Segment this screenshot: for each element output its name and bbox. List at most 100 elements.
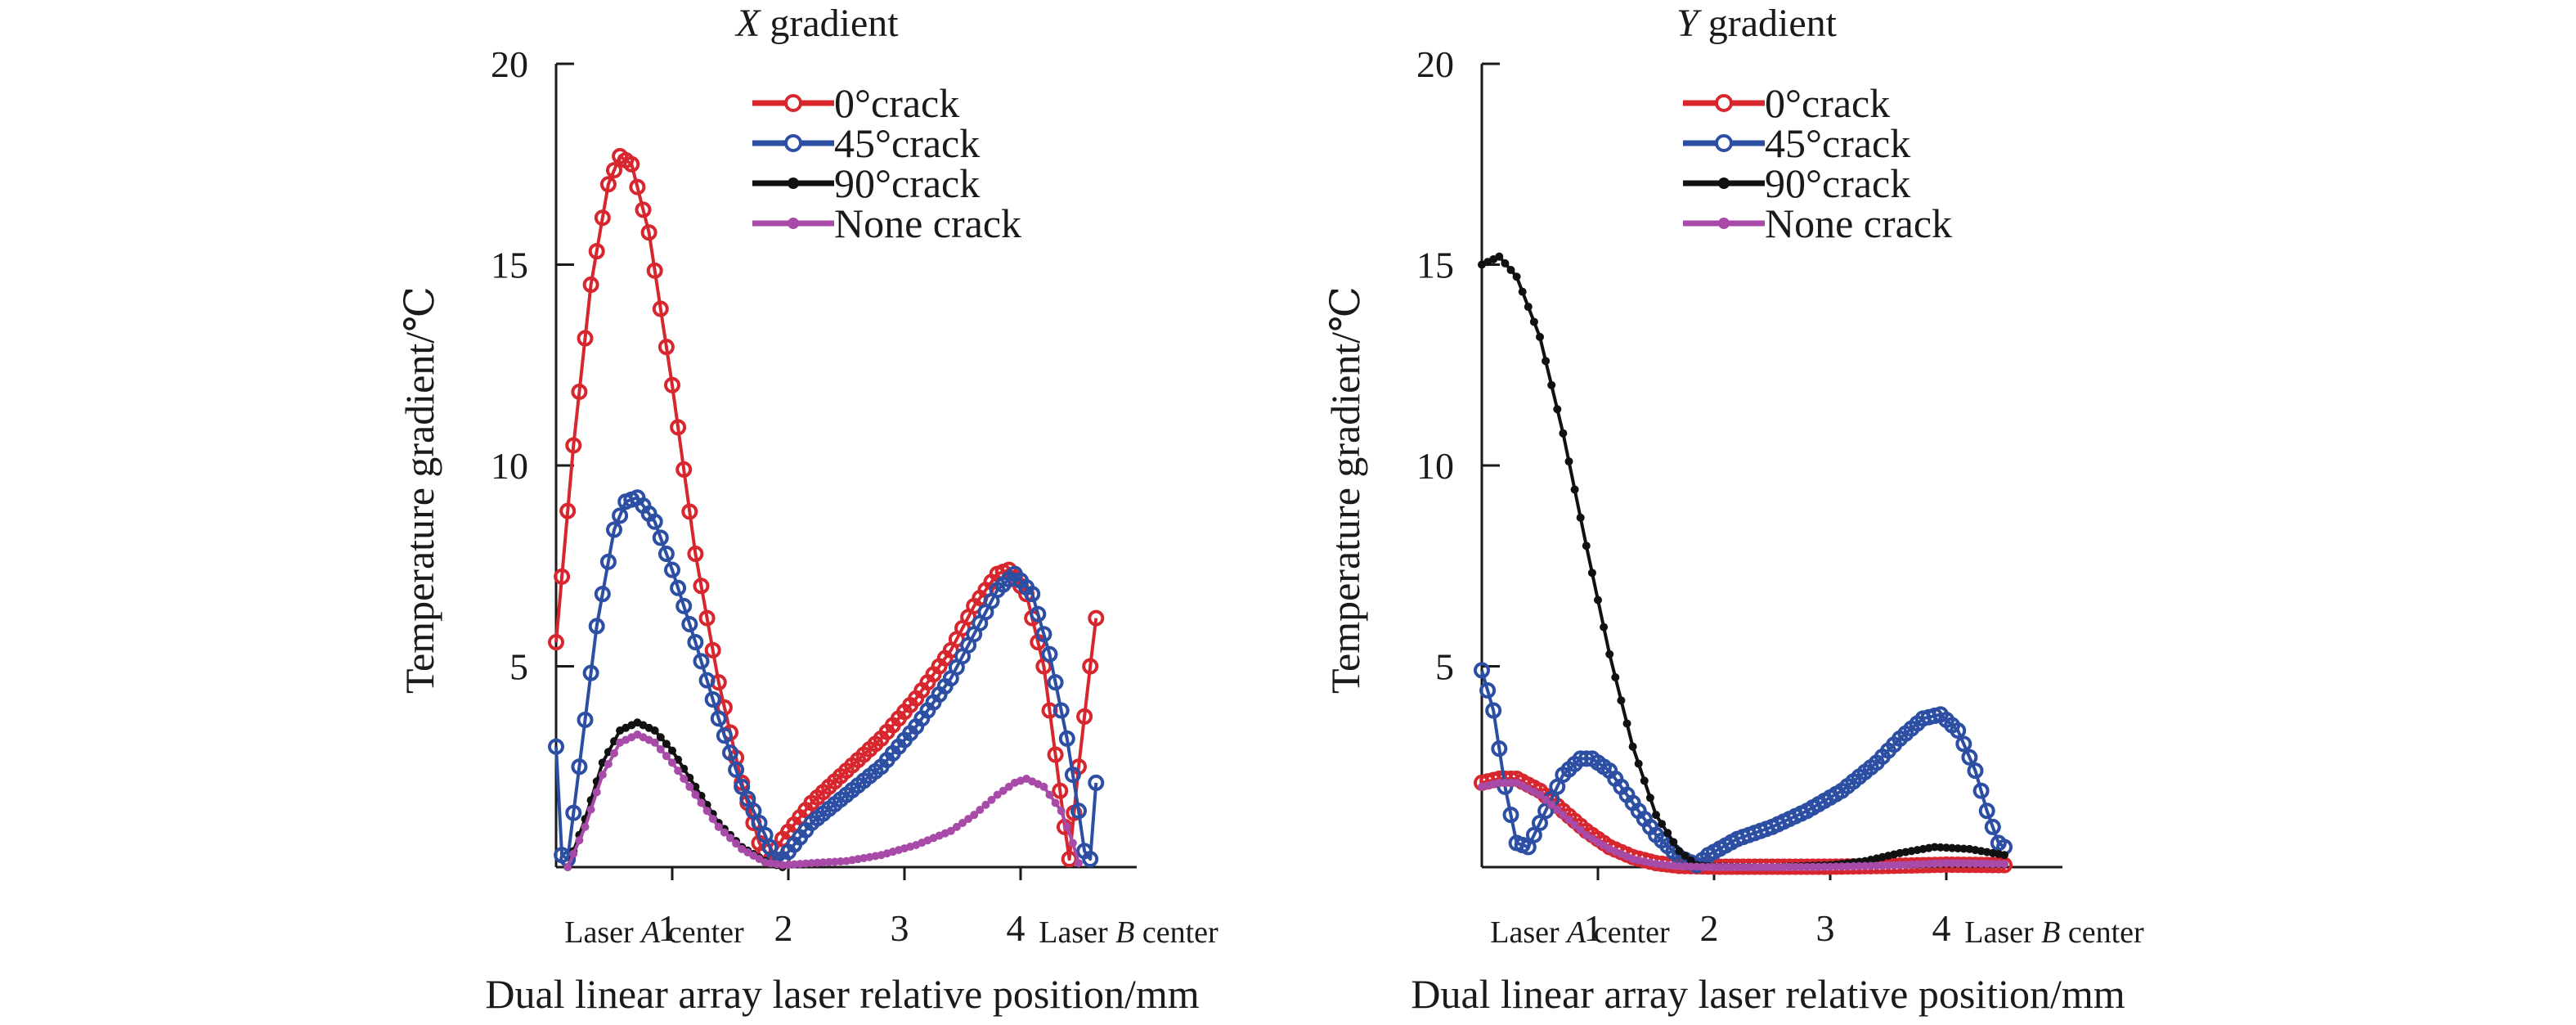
- data-point: [1774, 862, 1783, 871]
- y-tick-label: 10: [1416, 445, 1454, 487]
- data-point: [1030, 605, 1047, 623]
- data-point: [1553, 806, 1562, 815]
- legend-label: None crack: [1765, 200, 1952, 246]
- data-point: [1797, 862, 1806, 871]
- x-tick-label: 2: [774, 907, 793, 949]
- data-point: [1860, 861, 1869, 870]
- data-point: [1062, 822, 1071, 831]
- data-point: [675, 597, 693, 614]
- data-point: [1600, 623, 1609, 632]
- data-point: [1884, 861, 1892, 870]
- data-point: [1954, 859, 1963, 868]
- data-point: [1855, 861, 1864, 870]
- legend-swatch-marker: [784, 134, 802, 152]
- data-point: [1502, 807, 1519, 824]
- data-point: [1924, 859, 1933, 868]
- data-point: [1826, 862, 1834, 871]
- y-tick-label: 10: [491, 445, 528, 487]
- y-tick-label: 5: [509, 646, 528, 688]
- data-point: [1843, 862, 1852, 871]
- data-point: [1942, 859, 1950, 868]
- data-point: [807, 859, 816, 868]
- data-point: [697, 798, 706, 807]
- data-point: [1663, 829, 1672, 838]
- data-point: [1907, 860, 1916, 869]
- data-point: [1594, 596, 1602, 605]
- data-point: [698, 672, 716, 689]
- data-point: [1035, 626, 1052, 643]
- data-point: [588, 618, 605, 635]
- x-end-label-post: center: [1134, 915, 1218, 950]
- x-axis-title: Dual linear array laser relative positio…: [485, 971, 1199, 1017]
- data-point: [1967, 762, 1984, 780]
- legend-label: 0°crack: [834, 80, 959, 126]
- data-point: [1057, 807, 1066, 816]
- data-point: [1547, 380, 1556, 389]
- data-point: [1039, 782, 1048, 791]
- data-point: [687, 546, 704, 563]
- data-point: [801, 859, 810, 868]
- data-point: [1536, 332, 1544, 341]
- series-line: [566, 721, 783, 869]
- data-point: [1645, 793, 1654, 802]
- data-point: [1576, 513, 1585, 522]
- x-start-label: Laser A center: [1490, 915, 1670, 950]
- data-point: [1739, 863, 1748, 871]
- data-point: [668, 746, 676, 755]
- data-point: [1518, 287, 1527, 296]
- data-point: [1942, 843, 1950, 852]
- data-point: [548, 634, 564, 651]
- data-point: [599, 176, 617, 193]
- data-point: [819, 858, 828, 867]
- legend-label: 45°crack: [1765, 120, 1910, 166]
- data-point: [650, 726, 659, 735]
- data-point: [1710, 863, 1718, 871]
- data-point: [548, 738, 564, 755]
- data-point: [1919, 860, 1928, 869]
- x-tick-label: 1: [1584, 907, 1603, 949]
- data-point: [563, 863, 572, 871]
- data-point: [964, 815, 973, 824]
- data-point: [698, 609, 716, 627]
- data-point: [588, 243, 605, 260]
- legend-swatch-marker: [788, 178, 799, 189]
- legend-label: 90°crack: [834, 160, 980, 206]
- series-none-crack: [1478, 778, 2008, 871]
- data-point: [582, 664, 599, 681]
- data-point: [1076, 708, 1093, 725]
- legend-swatch-marker: [788, 218, 799, 229]
- data-point: [685, 782, 694, 791]
- data-point: [635, 201, 652, 218]
- data-point: [1542, 357, 1551, 366]
- data-point: [1961, 749, 1978, 766]
- data-point: [1559, 811, 1568, 820]
- data-point: [1756, 863, 1765, 871]
- series-line: [1481, 780, 2005, 869]
- data-point: [581, 822, 590, 831]
- x-start-label-post: center: [660, 915, 744, 950]
- data-point: [604, 759, 613, 768]
- data-point: [565, 804, 582, 821]
- title-variable: X: [734, 2, 761, 45]
- data-point: [652, 300, 669, 317]
- data-point: [662, 752, 671, 761]
- data-point: [1802, 862, 1811, 871]
- data-point: [1564, 457, 1573, 466]
- data-point: [732, 839, 741, 848]
- series-line: [1481, 254, 2005, 869]
- legend-swatch-marker: [1715, 94, 1733, 112]
- data-point: [1617, 696, 1626, 705]
- data-point: [1686, 862, 1695, 871]
- data-point: [1506, 266, 1515, 275]
- data-point: [1744, 863, 1753, 871]
- data-point: [1088, 609, 1105, 627]
- data-point: [999, 786, 1008, 795]
- data-point: [1536, 790, 1544, 799]
- data-point: [1582, 542, 1591, 551]
- data-point: [1542, 795, 1551, 804]
- data-point: [599, 553, 617, 570]
- data-point: [1570, 820, 1579, 829]
- data-point: [1686, 856, 1695, 865]
